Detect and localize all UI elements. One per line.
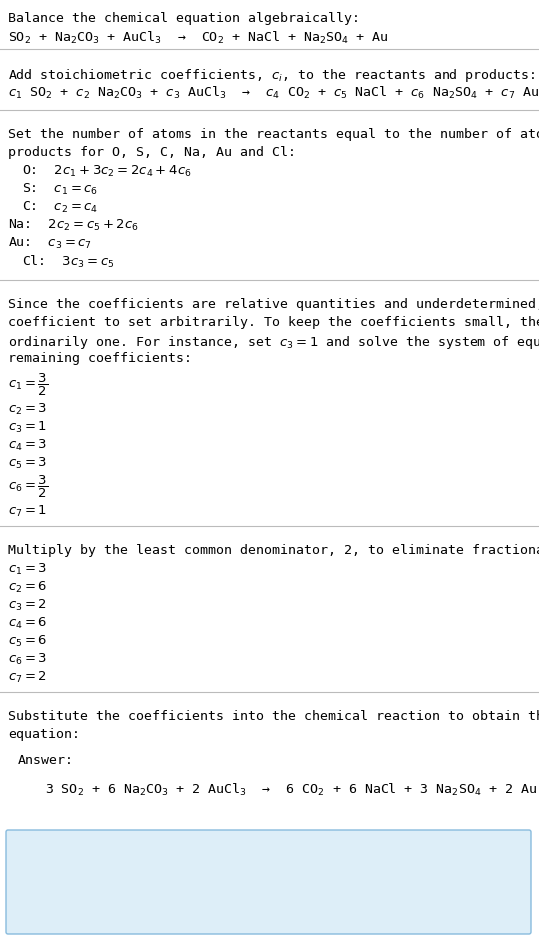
Text: $c_5 = 6$: $c_5 = 6$ xyxy=(8,634,47,649)
Text: Substitute the coefficients into the chemical reaction to obtain the balanced: Substitute the coefficients into the che… xyxy=(8,710,539,723)
Text: equation:: equation: xyxy=(8,728,80,741)
Text: $c_4 = 6$: $c_4 = 6$ xyxy=(8,616,47,631)
Text: $c_6 = 3$: $c_6 = 3$ xyxy=(8,652,47,667)
Text: C:  $c_2 = c_4$: C: $c_2 = c_4$ xyxy=(22,200,98,215)
Text: $c_3 = 2$: $c_3 = 2$ xyxy=(8,598,47,613)
Text: $c_2 = 6$: $c_2 = 6$ xyxy=(8,580,47,595)
Text: remaining coefficients:: remaining coefficients: xyxy=(8,352,192,365)
Text: S:  $c_1 = c_6$: S: $c_1 = c_6$ xyxy=(22,182,98,197)
FancyBboxPatch shape xyxy=(6,830,531,934)
Text: $c_3 = 1$: $c_3 = 1$ xyxy=(8,420,47,435)
Text: SO$_2$ + Na$_2$CO$_3$ + AuCl$_3$  →  CO$_2$ + NaCl + Na$_2$SO$_4$ + Au: SO$_2$ + Na$_2$CO$_3$ + AuCl$_3$ → CO$_2… xyxy=(8,30,389,46)
Text: Na:  $2 c_2 = c_5 + 2 c_6$: Na: $2 c_2 = c_5 + 2 c_6$ xyxy=(8,218,139,233)
Text: $c_7 = 1$: $c_7 = 1$ xyxy=(8,504,47,519)
Text: Answer:: Answer: xyxy=(18,754,74,767)
Text: $c_7 = 2$: $c_7 = 2$ xyxy=(8,670,47,685)
Text: coefficient to set arbitrarily. To keep the coefficients small, the arbitrary va: coefficient to set arbitrarily. To keep … xyxy=(8,316,539,329)
Text: $c_1$ SO$_2$ + $c_2$ Na$_2$CO$_3$ + $c_3$ AuCl$_3$  →  $c_4$ CO$_2$ + $c_5$ NaCl: $c_1$ SO$_2$ + $c_2$ Na$_2$CO$_3$ + $c_3… xyxy=(8,85,539,101)
Text: Add stoichiometric coefficients, $c_i$, to the reactants and products:: Add stoichiometric coefficients, $c_i$, … xyxy=(8,67,536,84)
Text: O:  $2 c_1 + 3 c_2 = 2 c_4 + 4 c_6$: O: $2 c_1 + 3 c_2 = 2 c_4 + 4 c_6$ xyxy=(22,164,191,179)
Text: $c_4 = 3$: $c_4 = 3$ xyxy=(8,438,47,453)
Text: Au:  $c_3 = c_7$: Au: $c_3 = c_7$ xyxy=(8,236,92,252)
Text: Set the number of atoms in the reactants equal to the number of atoms in the: Set the number of atoms in the reactants… xyxy=(8,128,539,141)
Text: 3 SO$_2$ + 6 Na$_2$CO$_3$ + 2 AuCl$_3$  →  6 CO$_2$ + 6 NaCl + 3 Na$_2$SO$_4$ + : 3 SO$_2$ + 6 Na$_2$CO$_3$ + 2 AuCl$_3$ →… xyxy=(45,782,537,798)
Text: ordinarily one. For instance, set $c_3 = 1$ and solve the system of equations fo: ordinarily one. For instance, set $c_3 =… xyxy=(8,334,539,351)
Text: Multiply by the least common denominator, 2, to eliminate fractional coefficient: Multiply by the least common denominator… xyxy=(8,544,539,557)
Text: $c_1 = \dfrac{3}{2}$: $c_1 = \dfrac{3}{2}$ xyxy=(8,372,48,398)
Text: Balance the chemical equation algebraically:: Balance the chemical equation algebraica… xyxy=(8,12,360,25)
Text: Cl:  $3 c_3 = c_5$: Cl: $3 c_3 = c_5$ xyxy=(22,254,114,270)
Text: $c_5 = 3$: $c_5 = 3$ xyxy=(8,456,47,471)
Text: Since the coefficients are relative quantities and underdetermined, choose a: Since the coefficients are relative quan… xyxy=(8,298,539,311)
Text: products for O, S, C, Na, Au and Cl:: products for O, S, C, Na, Au and Cl: xyxy=(8,146,296,159)
Text: $c_1 = 3$: $c_1 = 3$ xyxy=(8,562,47,577)
Text: $c_6 = \dfrac{3}{2}$: $c_6 = \dfrac{3}{2}$ xyxy=(8,474,48,500)
Text: $c_2 = 3$: $c_2 = 3$ xyxy=(8,402,47,417)
